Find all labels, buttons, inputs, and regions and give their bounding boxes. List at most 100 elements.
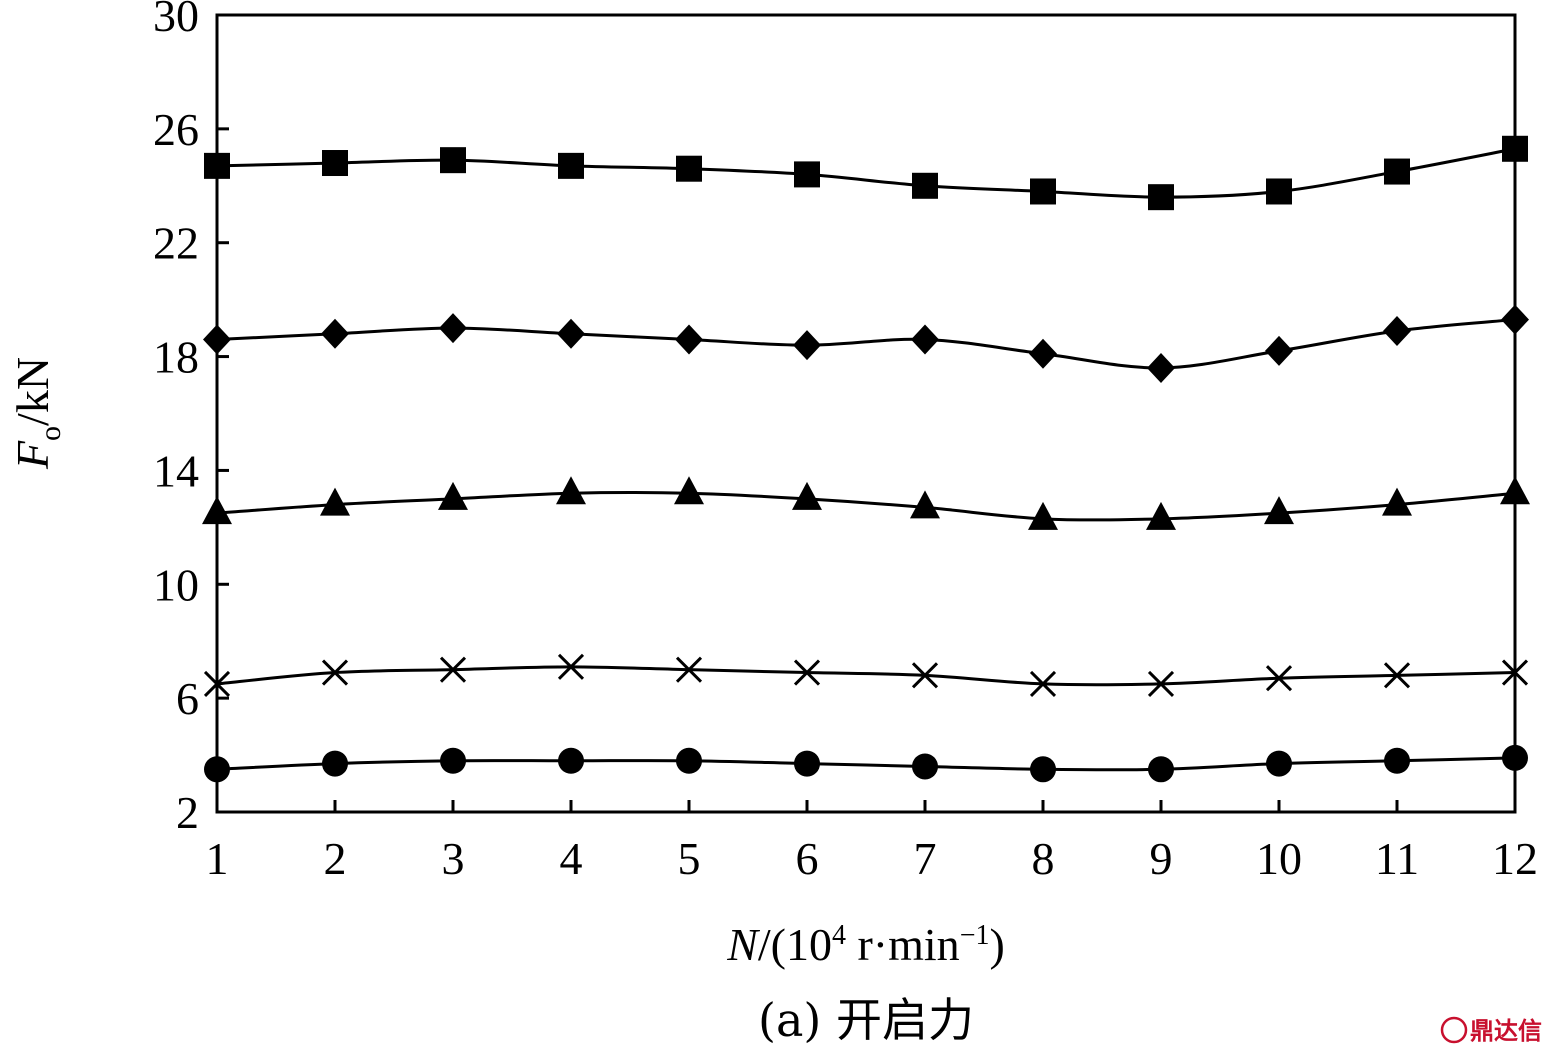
data-point-cross [1501, 659, 1529, 686]
y-tick-label: 30 [153, 0, 199, 41]
series-markers [202, 135, 1530, 783]
x-tick-label: 4 [560, 833, 583, 884]
series-lines [216, 147, 1516, 772]
x-tick-label: 8 [1032, 833, 1055, 884]
data-point-circle [558, 747, 584, 774]
data-point-diamond [203, 324, 231, 355]
data-point-triangle [556, 476, 586, 505]
data-point-diamond [675, 324, 703, 355]
figure-caption: (a) 开启力 [758, 993, 974, 1047]
y-tick-label: 2 [176, 787, 199, 838]
y-tick-label: 10 [153, 559, 199, 610]
series-line-diamond [216, 318, 1516, 370]
x-tick-label: 5 [678, 833, 701, 884]
x-tick-label: 12 [1492, 833, 1538, 884]
data-point-square [912, 172, 938, 199]
x-axis-close: ) [989, 919, 1004, 970]
x-tick-label: 1 [206, 833, 229, 884]
data-point-diamond [911, 324, 939, 355]
data-point-diamond [439, 313, 467, 344]
y-axis-label: Fo/kN [7, 357, 67, 470]
y-axis-unit: /kN [7, 357, 58, 426]
y-tick-label: 26 [153, 104, 199, 155]
data-point-cross [1265, 665, 1293, 692]
x-axis-exp: 4 [832, 920, 846, 951]
x-tick-label: 9 [1150, 833, 1173, 884]
data-point-square [794, 161, 820, 188]
data-point-cross [439, 656, 467, 683]
data-point-square [1384, 158, 1410, 185]
data-point-circle [322, 750, 348, 777]
y-axis-var: F [7, 440, 58, 470]
data-point-cross [321, 659, 349, 686]
data-point-cross [557, 653, 585, 680]
data-point-triangle [320, 487, 350, 516]
y-tick-label: 18 [153, 332, 199, 383]
series-line-cross [216, 665, 1516, 687]
data-point-cross [675, 656, 703, 683]
data-point-triangle [202, 496, 232, 525]
data-point-triangle [792, 481, 822, 510]
data-point-square [322, 150, 348, 177]
data-point-square [204, 152, 230, 179]
data-point-diamond [1029, 338, 1057, 369]
data-point-cross [1147, 670, 1175, 697]
x-tick-label: 6 [796, 833, 819, 884]
data-point-diamond [1383, 315, 1411, 346]
watermark-text: 鼎达信 [1470, 1017, 1542, 1045]
x-axis-var: N [726, 919, 760, 970]
data-point-square [676, 155, 702, 182]
x-tick-label: 10 [1256, 833, 1302, 884]
data-point-triangle [1382, 487, 1412, 516]
data-point-diamond [321, 318, 349, 349]
data-point-circle [912, 753, 938, 780]
data-point-triangle [438, 481, 468, 510]
data-point-triangle [1146, 501, 1176, 530]
x-tick-label: 7 [914, 833, 937, 884]
data-point-square [440, 147, 466, 174]
x-axis-unit-exp: −1 [960, 920, 990, 951]
x-axis-unit: r·min [846, 919, 960, 970]
data-point-square [1148, 184, 1174, 211]
watermark-logo-icon [1440, 1016, 1468, 1044]
data-point-triangle [1264, 496, 1294, 525]
watermark: 鼎达信 [1440, 1016, 1542, 1045]
data-point-circle [1384, 747, 1410, 774]
series-line-circle [216, 756, 1516, 772]
data-point-cross [203, 670, 231, 697]
data-point-triangle [674, 476, 704, 505]
y-tick-label: 14 [153, 445, 199, 496]
x-tick-label: 2 [324, 833, 347, 884]
data-point-cross [911, 662, 939, 689]
x-ticks: 1 2 3 4 5 6 7 8 9 10 11 12 [206, 800, 1538, 884]
data-point-square [1030, 178, 1056, 205]
data-point-circle [440, 747, 466, 774]
data-point-circle [794, 750, 820, 777]
data-point-cross [1029, 670, 1057, 697]
x-axis-label: N/(104 r·min−1) [726, 919, 1005, 970]
data-point-square [558, 152, 584, 179]
x-axis-rest: /(10 [758, 919, 832, 970]
x-tick-label: 3 [442, 833, 465, 884]
data-point-circle [204, 756, 230, 783]
data-point-cross [1383, 662, 1411, 689]
data-point-circle [1030, 756, 1056, 783]
data-point-square [1502, 135, 1528, 162]
data-point-circle [1266, 750, 1292, 777]
series-line-triangle [216, 490, 1516, 522]
plot-frame [215, 13, 1517, 814]
data-point-diamond [1501, 304, 1529, 335]
y-axis-sub: o [34, 426, 67, 441]
data-point-circle [676, 747, 702, 774]
data-point-square [1266, 178, 1292, 205]
data-point-triangle [910, 490, 940, 519]
series-line-square [216, 147, 1516, 199]
data-point-cross [793, 659, 821, 686]
data-point-triangle [1500, 476, 1530, 505]
y-tick-label: 6 [176, 673, 199, 724]
data-point-diamond [1265, 335, 1293, 366]
data-point-diamond [793, 330, 821, 361]
y-tick-label: 22 [153, 218, 199, 269]
